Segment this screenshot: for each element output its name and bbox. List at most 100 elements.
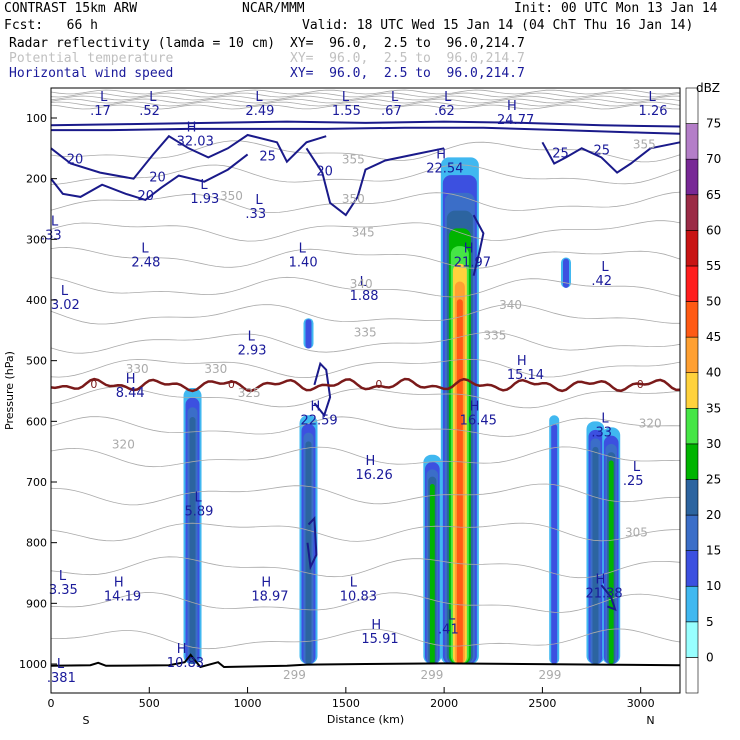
theta-contour [50,522,681,542]
wind-contour [313,361,332,418]
freezing-level-label: 0 [90,378,97,391]
extremum-label: L.41 [438,609,459,638]
extremum-type: H [470,399,480,414]
extremum-value: .62 [434,104,455,119]
theta-label: 330 [126,362,149,376]
extremum-type: H [464,242,474,257]
extremum-label: L2.93 [238,330,267,359]
extremum-value: 32.03 [177,134,214,149]
extremum-value: .25 [623,474,644,489]
extremum-value: 21.97 [454,256,491,271]
extremum-type: H [310,399,320,414]
init-time: Init: 00 UTC Mon 13 Jan 14 [514,1,718,16]
freezing-level-label: 0 [228,378,235,391]
theta-label: 350 [220,189,243,203]
colorbar-swatch [685,621,699,658]
wind-contour [541,141,681,174]
extremum-label: H18.97 [251,575,288,604]
wind-speed-label: 20 [67,153,84,168]
reflectivity-layer [183,157,621,665]
extremum-label: H14.19 [104,575,141,604]
colorbar-label: 35 [706,401,721,415]
theta-label: 355 [342,153,365,167]
theta-label: 330 [204,362,227,376]
theta-label: 320 [639,416,662,430]
extremum-type: L [255,90,263,105]
extremum-value: 14.19 [104,589,141,604]
theta-label: 325 [238,386,261,400]
reflectivity-band [562,258,569,288]
y-axis: 100 200 300 400 500 600 700 800 900 1000 Pressure … [3,112,57,671]
theta-label: 335 [483,328,506,342]
extremum-type: L [57,657,65,672]
extremum-type: L [51,214,59,229]
colorbar-swatch [685,585,699,623]
extremum-type: L [633,460,641,475]
extremum-label: L1.40 [289,242,318,271]
extremum-label: L.42 [591,260,612,289]
extremum-value: 15.91 [361,632,398,647]
extremum-type: L [601,260,609,275]
colorbar-label: 60 [706,223,721,237]
y-tick-label: 100 [26,112,47,125]
extremum-label: L.67 [381,90,402,119]
extremum-type: L [61,284,69,299]
y-tick-label: 800 [26,537,47,550]
colorbar-label: 20 [706,508,721,522]
wind-speed-label: 25 [594,143,611,158]
theta-contour [50,104,681,110]
extremum-type: L [444,90,452,105]
theta-label: 340 [350,277,373,291]
reflectivity-cell [586,421,605,664]
reflectivity-cell [549,415,560,664]
y-tick-label: 200 [26,173,47,186]
x-tick-label: 1500 [332,697,360,710]
wind-speed-label: 20 [316,165,333,180]
extremum-type: H [595,572,605,587]
model-name: CONTRAST 15km ARW [4,1,138,16]
forecast-hour: Fcst: 66 h [4,18,98,33]
extremum-value: 1.55 [332,104,361,119]
extremum-label: H21.97 [454,242,491,271]
colorbar-label: 50 [706,295,721,309]
terrain-line [50,653,681,669]
extremum-value: 1.93 [190,192,219,207]
extremum-label: H16.26 [356,454,393,483]
extremum-value: 15.14 [507,368,544,383]
extremum-type: H [261,575,271,590]
theta-label: 335 [354,325,377,339]
extremum-type: H [366,454,376,469]
extremum-label: H32.03 [177,120,214,149]
extremum-value: 3.35 [49,583,78,598]
extremum-label: L1.26 [639,90,668,119]
extremum-label: L.17 [90,90,111,119]
extremum-value: 3.02 [51,298,80,313]
y-tick-label: 300 [26,233,47,246]
theta-label: 350 [342,192,365,206]
colorbar-label: 15 [706,544,721,558]
theta-contour [50,98,681,104]
reflectivity-cell [440,157,479,665]
colorbar-label: 25 [706,472,721,486]
theta-label: 320 [112,438,135,452]
wind-contour [305,147,445,217]
extremum-value: .33 [245,207,266,222]
extremum-value: .67 [381,104,402,119]
extremum-label: H22.54 [426,148,463,177]
colorbar-swatch [685,158,699,196]
extremum-type: L [391,90,399,105]
colorbar-swatch [685,657,699,694]
reflectivity-band [305,319,312,349]
extremum-value: 22.59 [300,413,337,428]
x-endpoint-left: S [83,714,90,727]
extremum-type: L [141,242,149,257]
x-endpoint-right: N [646,714,654,727]
colorbar: 0 5 10 15 20 25 30 35 40 45 50 55 60 65 70 75 dBZ [685,81,721,694]
theta-contour [50,556,681,579]
extremum-label: L.33 [591,412,612,441]
extremum-value: 22.54 [426,162,463,177]
reflectivity-cell [303,318,314,349]
x-axis: 0 500 1000 1500 2000 2500 3000 Distance (km) S N [48,687,655,727]
theta-contour [50,416,681,437]
extremum-label: L2.48 [131,242,160,271]
